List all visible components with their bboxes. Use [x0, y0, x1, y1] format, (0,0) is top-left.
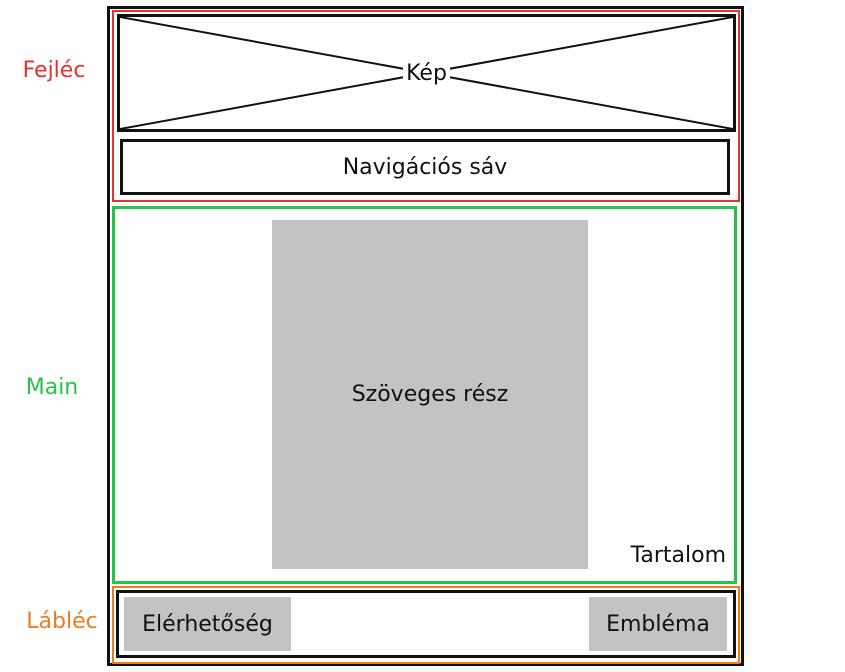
logo-block: Embléma	[589, 597, 727, 651]
main-region	[112, 206, 737, 584]
navigation-bar: Navigációs sáv	[120, 139, 730, 195]
image-placeholder: Kép	[117, 14, 736, 132]
image-label-wrap: Kép	[120, 61, 733, 86]
header-region	[112, 10, 740, 202]
content-label: Tartalom	[630, 543, 726, 568]
image-label: Kép	[403, 61, 450, 86]
footer-inner-frame	[116, 590, 736, 658]
contact-block: Elérhetőség	[124, 597, 291, 651]
page-frame	[107, 6, 744, 666]
text-section: Szöveges rész	[272, 220, 588, 569]
main-section-label: Main	[25, 375, 79, 400]
header-section-label: Fejléc	[22, 58, 86, 83]
footer-section-label: Lábléc	[26, 609, 98, 634]
footer-region	[112, 586, 740, 664]
